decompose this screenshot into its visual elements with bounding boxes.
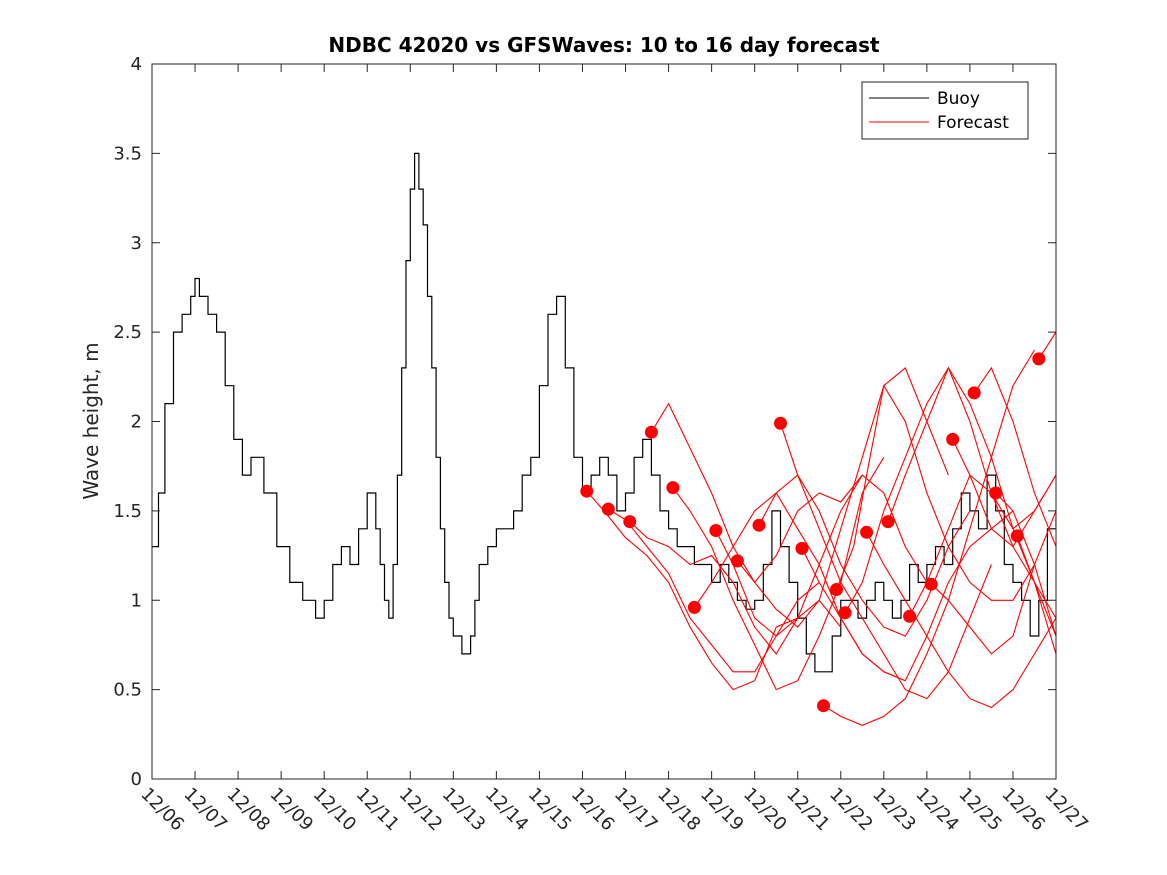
forecast-point [666, 481, 680, 495]
forecast-point [623, 515, 637, 529]
forecast-point [924, 577, 938, 591]
y-tick-label: 0.5 [113, 680, 142, 701]
y-tick-label: 1 [131, 590, 142, 611]
forecast-run-line-15 [866, 532, 1056, 709]
forecast-run-line-21 [995, 492, 1056, 637]
forecast-point [838, 606, 852, 620]
forecast-point [644, 425, 658, 439]
y-tick-label: 3 [131, 233, 142, 254]
y-tick-label: 1.5 [113, 501, 142, 522]
plot-area [152, 64, 1056, 779]
forecast-point [580, 484, 594, 498]
forecast-point [989, 486, 1003, 500]
forecast-point [795, 541, 809, 555]
forecast-point [1032, 352, 1046, 366]
forecast-point [752, 518, 766, 532]
forecast-point [709, 524, 723, 537]
forecast-point [817, 699, 830, 713]
forecast-run-line-7 [715, 474, 928, 637]
buoy-series-line [152, 152, 1056, 673]
legend-forecast-label: Forecast [937, 113, 1009, 133]
forecast-point [967, 386, 981, 400]
forecast-point [687, 600, 701, 614]
y-tick-label: 3.5 [113, 143, 142, 164]
forecast-point [774, 416, 787, 430]
legend: Buoy Forecast [861, 81, 1029, 140]
forecast-run-line-10 [779, 423, 992, 700]
forecast-run-line-12 [823, 349, 1035, 726]
forecast-run-line-17 [909, 474, 1056, 617]
forecast-run-line-11 [801, 510, 1014, 682]
forecast-run-line-3 [629, 521, 842, 655]
forecast-point [730, 554, 744, 568]
forecast-run-line-2 [608, 508, 820, 673]
y-tick-label: 2 [131, 412, 142, 433]
forecast-run-line-20 [973, 366, 1056, 547]
legend-box [861, 81, 1029, 140]
y-tick-label: 0 [131, 769, 142, 790]
forecast-point [946, 432, 960, 446]
forecast-run-line-8 [736, 366, 949, 628]
forecast-point [601, 502, 615, 516]
series-layer [152, 152, 1056, 726]
y-tick-label: 2.5 [113, 322, 142, 343]
forecast-run-line-19 [952, 439, 1056, 548]
legend-buoy-label: Buoy [937, 89, 980, 109]
chart-title: NDBC 42020 vs GFSWaves: 10 to 16 day for… [328, 33, 880, 57]
forecast-point [830, 583, 843, 596]
y-tick-label: 4 [131, 54, 142, 75]
forecast-point [1010, 529, 1024, 543]
forecast-run-line-13 [835, 384, 1035, 601]
y-axis-label: Wave height, m [79, 342, 103, 499]
forecast-point [881, 515, 895, 529]
forecast-point [860, 525, 874, 539]
forecast-run-line-22 [1016, 535, 1056, 655]
forecast-point [903, 609, 917, 623]
forecast-run-line-5 [672, 457, 885, 691]
forecast-run-line-1 [586, 490, 798, 691]
